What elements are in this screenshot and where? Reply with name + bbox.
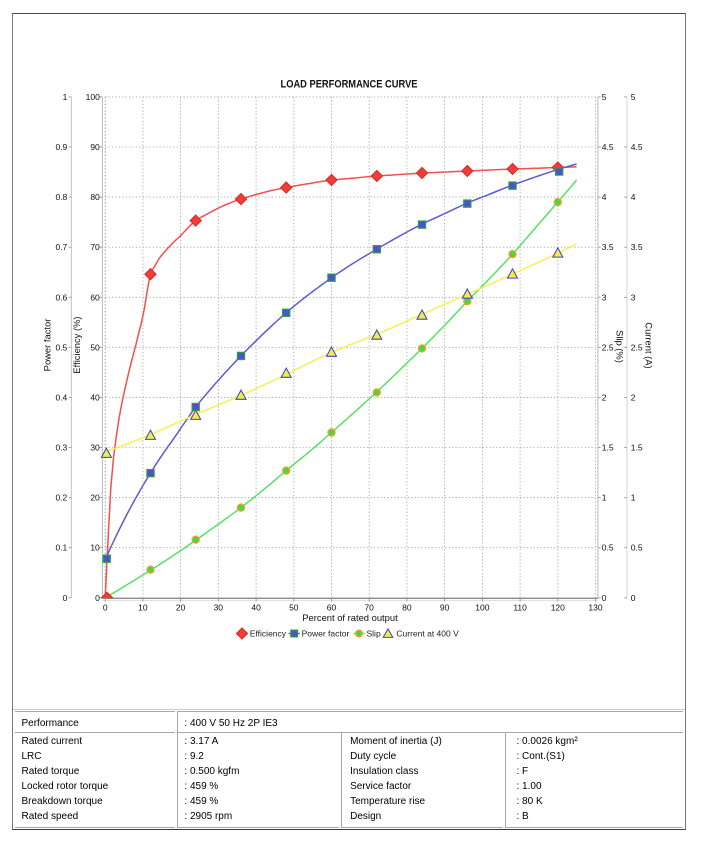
svg-text:4.5: 4.5 [602,142,614,152]
svg-text:Efficiency (%): Efficiency (%) [71,316,82,373]
svg-text:90: 90 [440,602,450,612]
svg-text:40: 40 [90,392,100,402]
svg-text:70: 70 [364,602,374,612]
svg-text:4: 4 [602,192,607,202]
svg-text:3.5: 3.5 [631,242,643,252]
svg-text:80: 80 [402,602,412,612]
svg-text:0.6: 0.6 [55,292,67,302]
svg-text:50: 50 [289,602,299,612]
svg-text:130: 130 [588,602,602,612]
svg-text:LOAD PERFORMANCE CURVE: LOAD PERFORMANCE CURVE [281,78,418,90]
svg-text:1: 1 [631,493,636,503]
svg-text:80: 80 [90,192,100,202]
svg-text:2.5: 2.5 [602,342,614,352]
svg-text:1.5: 1.5 [631,443,643,453]
svg-text:5: 5 [631,92,636,102]
svg-text:30: 30 [90,443,100,453]
svg-text:2: 2 [602,392,607,402]
svg-text:100: 100 [475,602,489,612]
svg-text:0: 0 [602,593,607,603]
svg-text:0.3: 0.3 [55,443,67,453]
svg-text:4.5: 4.5 [631,142,643,152]
svg-text:0.1: 0.1 [55,543,67,553]
svg-text:Power factor: Power factor [42,319,53,372]
svg-text:70: 70 [90,242,100,252]
svg-text:0.9: 0.9 [55,142,67,152]
svg-text:0.8: 0.8 [55,192,67,202]
svg-text:110: 110 [513,602,527,612]
svg-text:4: 4 [631,192,636,202]
svg-text:Current (A): Current (A) [644,322,655,368]
svg-text:1.5: 1.5 [602,443,614,453]
svg-text:20: 20 [176,602,186,612]
svg-text:0: 0 [63,593,68,603]
svg-text:1: 1 [602,493,607,503]
svg-text:0.5: 0.5 [631,543,643,553]
svg-text:Power factor: Power factor [302,629,350,639]
svg-text:2.5: 2.5 [631,342,643,352]
svg-text:5: 5 [602,92,607,102]
svg-text:Slip: Slip [367,629,381,639]
svg-text:0.7: 0.7 [55,242,67,252]
svg-text:60: 60 [90,292,100,302]
svg-text:Efficiency: Efficiency [250,629,287,639]
svg-text:3: 3 [631,292,636,302]
svg-text:0: 0 [103,602,108,612]
svg-text:10: 10 [138,602,148,612]
svg-text:120: 120 [551,602,565,612]
svg-text:50: 50 [90,342,100,352]
svg-text:Current at 400 V: Current at 400 V [396,629,459,639]
svg-text:0.5: 0.5 [55,342,67,352]
svg-text:60: 60 [327,602,337,612]
svg-text:40: 40 [251,602,261,612]
svg-text:0.4: 0.4 [55,392,67,402]
svg-text:1: 1 [63,92,68,102]
svg-text:3.5: 3.5 [602,242,614,252]
svg-text:0: 0 [95,593,100,603]
svg-text:0: 0 [631,593,636,603]
svg-text:100: 100 [86,92,100,102]
svg-text:30: 30 [214,602,224,612]
svg-text:0.2: 0.2 [55,493,67,503]
svg-text:20: 20 [90,493,100,503]
svg-text:90: 90 [90,142,100,152]
svg-text:10: 10 [90,543,100,553]
svg-text:Slip (%): Slip (%) [615,330,626,363]
svg-text:0.5: 0.5 [602,543,614,553]
svg-text:2: 2 [631,392,636,402]
svg-text:3: 3 [602,292,607,302]
svg-text:Percent of rated output: Percent of rated output [302,612,398,623]
